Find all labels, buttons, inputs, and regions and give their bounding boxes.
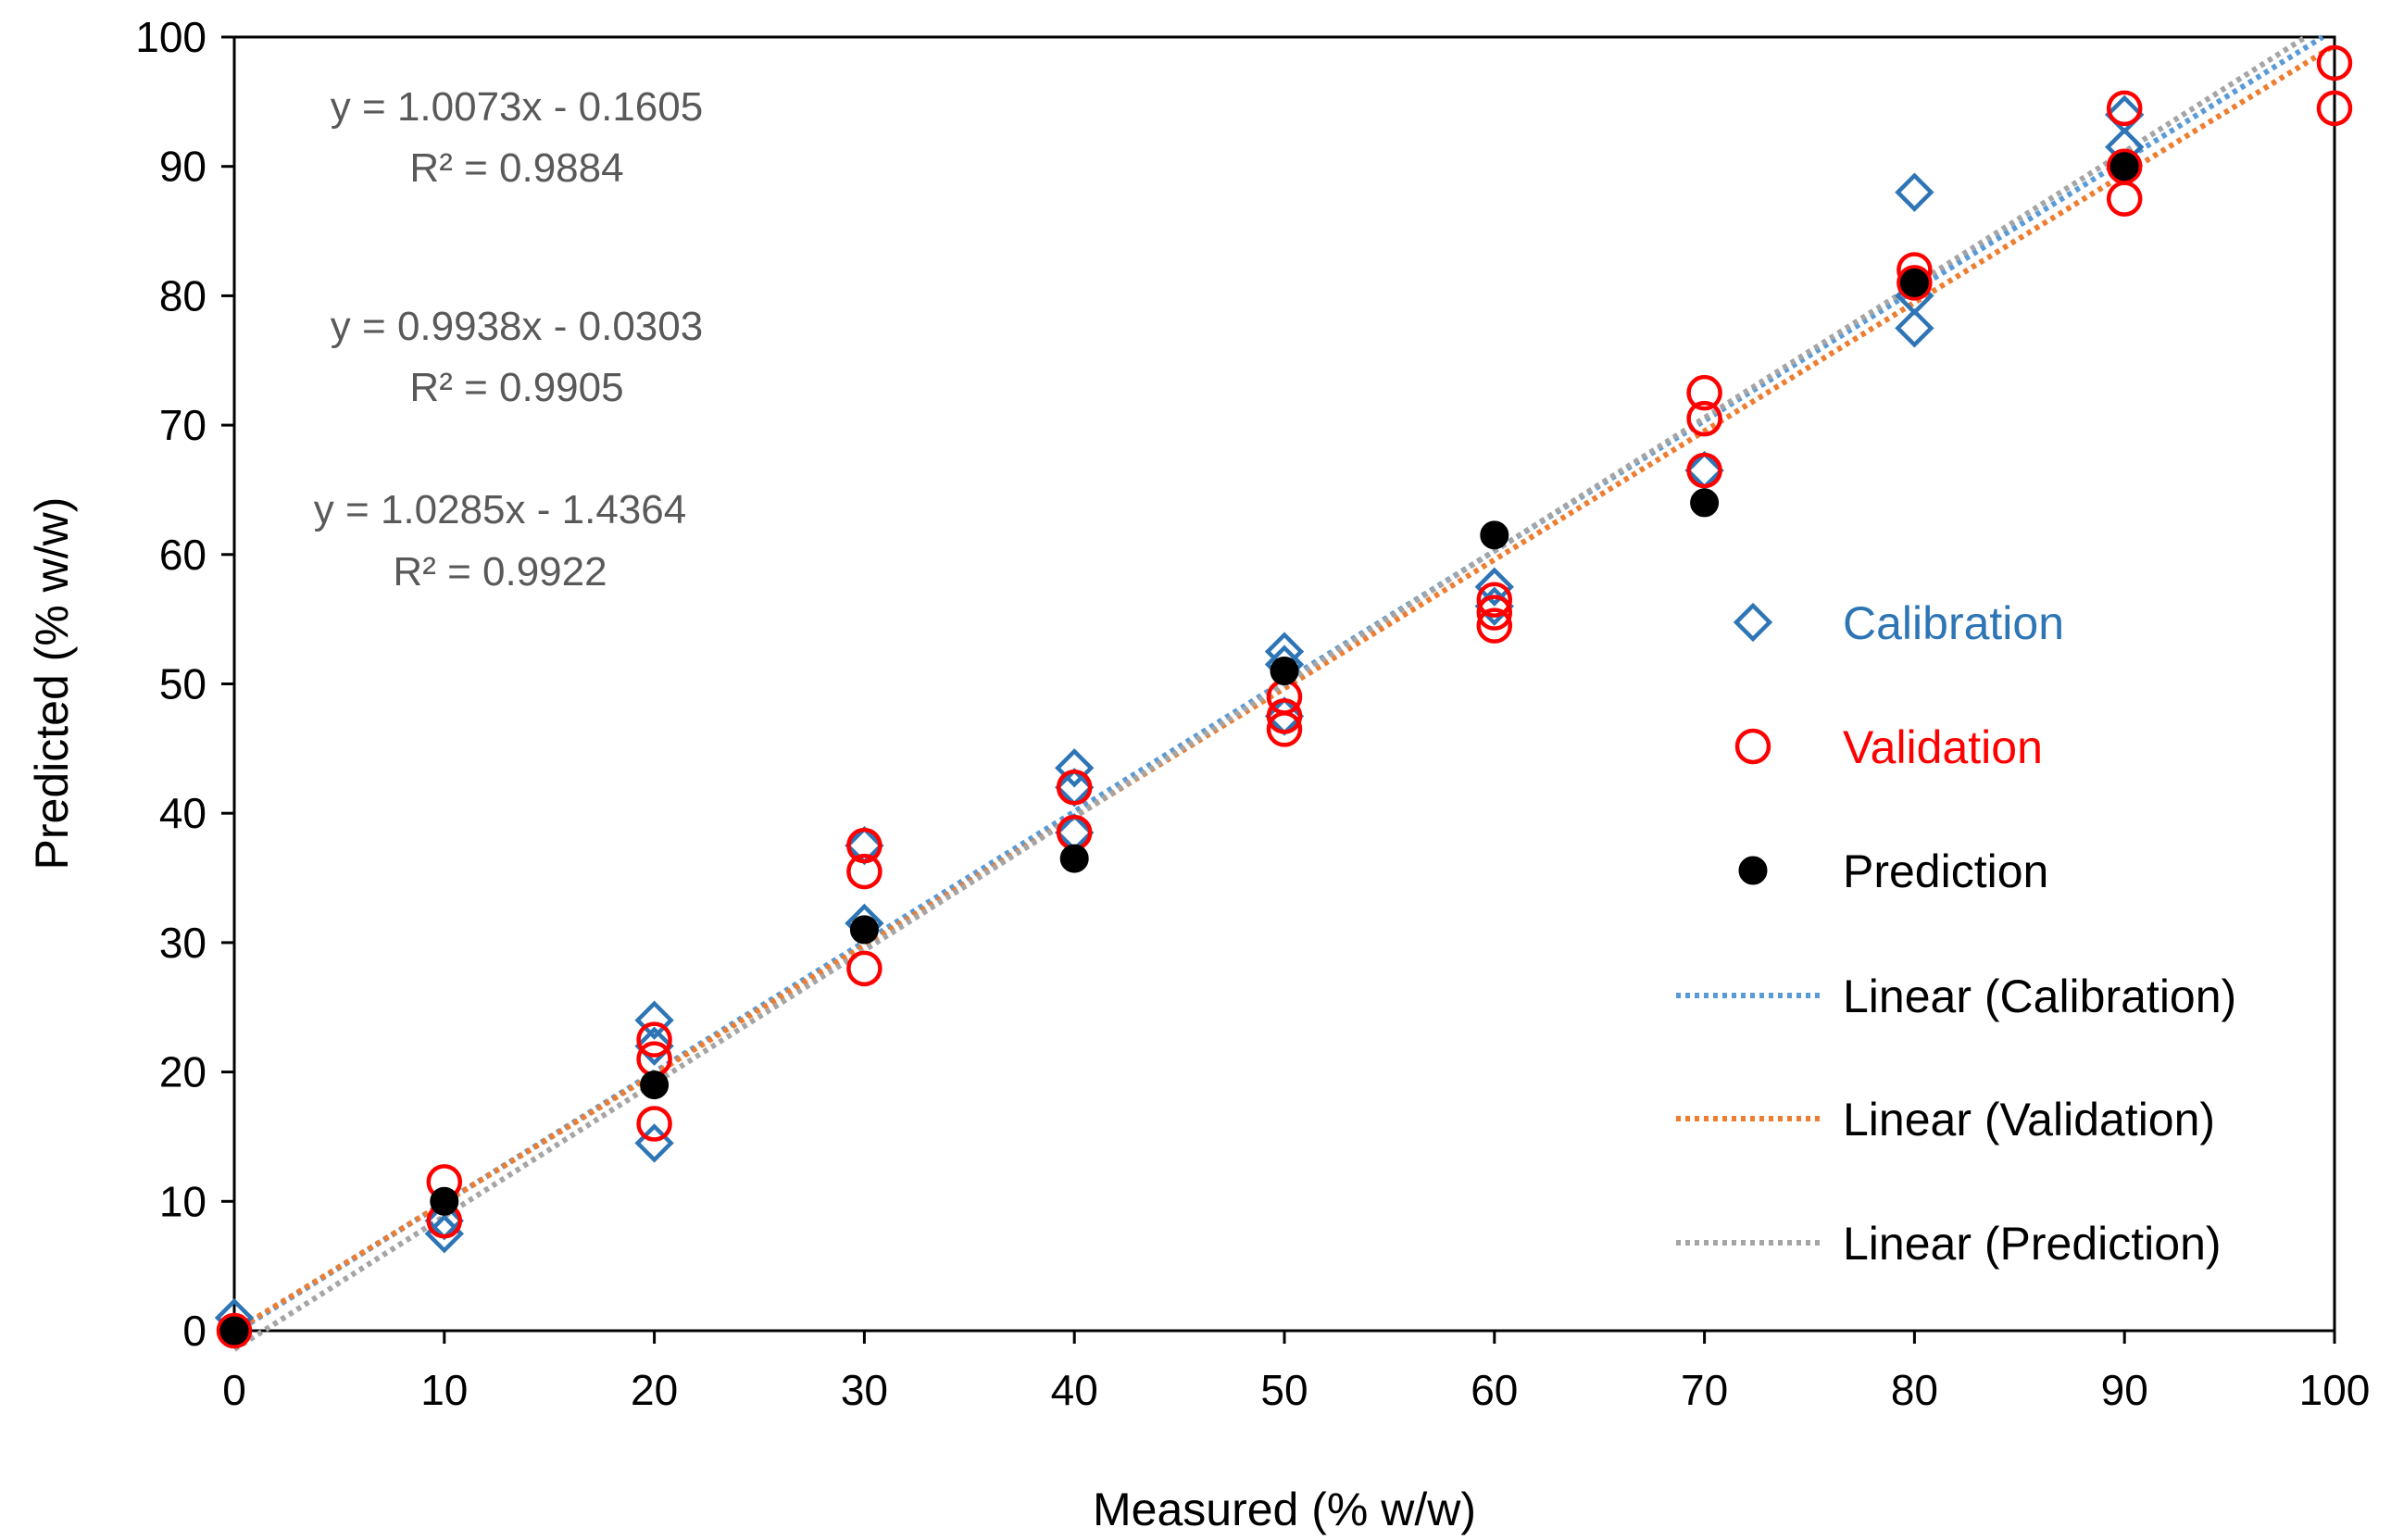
validation-point — [216, 1312, 253, 1349]
trend-r-squared: R² = 0.9884 — [409, 145, 623, 191]
legend-symbol-validation — [1734, 728, 1771, 765]
legend-label: Linear (Validation) — [1843, 1094, 2215, 1146]
trend-equation: y = 1.0285x - 1.4364 — [314, 487, 686, 532]
axis-layer: 0 10 20 30 40 50 60 70 80 90 100 0 10 20 30 40 50 60 70 80 9… — [135, 13, 2370, 1414]
series-prediction — [219, 152, 2139, 1346]
legend-label: Linear (Prediction) — [1843, 1218, 2222, 1270]
validation-point — [1686, 452, 1722, 489]
y-tick-label: 20 — [159, 1048, 207, 1096]
x-tick-label: 50 — [1260, 1366, 1308, 1414]
validation-point — [846, 827, 883, 864]
y-tick-label: 50 — [159, 660, 207, 708]
y-tick-label: 60 — [159, 531, 207, 579]
validation-point — [1056, 770, 1093, 806]
legend-item-linear-calibration: Linear (Calibration) — [1676, 970, 2236, 1022]
calibration-point — [1895, 172, 1934, 212]
y-tick-label: 40 — [159, 789, 207, 837]
validation-point — [2316, 90, 2353, 127]
prediction-point — [430, 1186, 459, 1216]
trend-r-squared: R² = 0.9922 — [393, 549, 607, 595]
x-tick-label: 90 — [2101, 1366, 2148, 1414]
prediction-point — [1059, 844, 1089, 873]
calibration-point — [1474, 567, 1514, 607]
calibration-point — [2105, 94, 2145, 135]
prediction-point — [1690, 488, 1720, 518]
validation-point — [1476, 595, 1513, 631]
calibration-point — [634, 1026, 674, 1066]
legend: Calibration Validation Prediction Linear (C… — [1676, 597, 2236, 1270]
validation-point — [1686, 374, 1722, 411]
validation-point — [1266, 698, 1303, 734]
validation-point — [2106, 148, 2143, 184]
data-point-layer — [214, 44, 2353, 1349]
trend-r-squared: R² = 0.9905 — [409, 365, 623, 410]
prediction-point — [1480, 520, 1509, 550]
x-tick-label: 20 — [631, 1366, 678, 1414]
legend-symbol-prediction — [1738, 856, 1768, 885]
y-tick-label: 0 — [182, 1307, 207, 1355]
y-tick-label: 10 — [159, 1177, 207, 1225]
legend-label: Prediction — [1843, 845, 2048, 897]
y-tick-label: 30 — [159, 919, 207, 967]
x-tick-label: 0 — [222, 1366, 246, 1414]
x-tick-label: 10 — [420, 1366, 468, 1414]
legend-item-linear-validation: Linear (Validation) — [1676, 1094, 2215, 1146]
prediction-point — [640, 1070, 670, 1100]
calibration-point — [1895, 308, 1934, 348]
validation-point — [846, 950, 883, 987]
x-tick-label: 30 — [841, 1366, 888, 1414]
prediction-point — [849, 915, 879, 945]
legend-item-prediction: Prediction — [1738, 845, 2048, 897]
y-tick-label: 100 — [135, 13, 207, 61]
trendline-linear-validation — [232, 43, 2336, 1333]
legend-label: Linear (Calibration) — [1843, 970, 2236, 1022]
calibration-point — [634, 1000, 674, 1040]
x-tick-label: 80 — [1891, 1366, 1938, 1414]
x-tick-label: 100 — [2299, 1366, 2371, 1414]
prediction-point — [2109, 152, 2139, 182]
validation-point — [1476, 607, 1513, 644]
equation-annotations: y = 1.0073x - 0.1605 R² = 0.9884 y = 0.993… — [314, 84, 703, 595]
trend-equation: y = 1.0073x - 0.1605 — [331, 84, 703, 130]
validation-point — [1476, 582, 1513, 618]
prediction-point — [1899, 268, 1929, 297]
validation-point — [846, 853, 883, 890]
validation-point — [2316, 44, 2353, 81]
validation-point — [1686, 400, 1722, 437]
y-tick-label: 90 — [159, 143, 207, 191]
x-tick-label: 70 — [1681, 1366, 1728, 1414]
y-tick-label: 70 — [159, 401, 207, 449]
trendline-layer — [232, 34, 2336, 1352]
legend-item-validation: Validation — [1734, 721, 2043, 773]
calibration-point — [1055, 748, 1095, 788]
validation-point — [1897, 265, 1933, 301]
legend-symbol-calibration — [1733, 602, 1773, 643]
legend-label: Calibration — [1843, 597, 2064, 649]
validation-point — [2106, 90, 2143, 127]
series-calibration — [214, 94, 2145, 1338]
validation-point — [636, 1106, 672, 1142]
validation-point — [2106, 181, 2143, 217]
prediction-point — [1270, 657, 1299, 686]
series-validation — [216, 44, 2353, 1349]
x-tick-label: 60 — [1471, 1366, 1518, 1414]
x-axis-title: Measured (% w/w) — [1093, 1484, 1476, 1535]
x-tick-label: 40 — [1051, 1366, 1098, 1414]
legend-item-linear-prediction: Linear (Prediction) — [1676, 1218, 2222, 1270]
legend-label: Validation — [1843, 721, 2043, 773]
y-tick-label: 80 — [159, 271, 207, 319]
validation-point — [636, 1021, 672, 1058]
validation-point — [1056, 814, 1093, 851]
trend-equation: y = 0.9938x - 0.0303 — [331, 304, 703, 349]
legend-item-calibration: Calibration — [1733, 597, 2064, 649]
y-axis-title: Predicted (% w/w) — [26, 497, 78, 870]
